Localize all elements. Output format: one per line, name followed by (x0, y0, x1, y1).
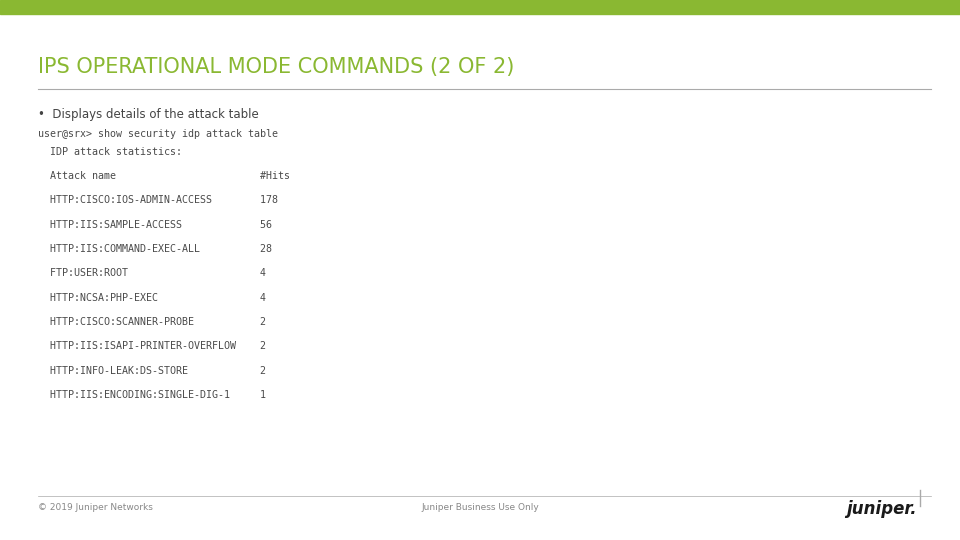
Text: HTTP:NCSA:PHP-EXEC                 4: HTTP:NCSA:PHP-EXEC 4 (38, 293, 266, 303)
Text: HTTP:IIS:SAMPLE-ACCESS             56: HTTP:IIS:SAMPLE-ACCESS 56 (38, 220, 273, 230)
Text: IDP attack statistics:: IDP attack statistics: (38, 147, 182, 157)
Text: •  Displays details of the attack table: • Displays details of the attack table (38, 108, 259, 121)
Text: HTTP:IIS:ENCODING:SINGLE-DIG-1     1: HTTP:IIS:ENCODING:SINGLE-DIG-1 1 (38, 390, 266, 400)
Text: HTTP:IIS:COMMAND-EXEC-ALL          28: HTTP:IIS:COMMAND-EXEC-ALL 28 (38, 244, 273, 254)
Text: HTTP:CISCO:SCANNER-PROBE           2: HTTP:CISCO:SCANNER-PROBE 2 (38, 317, 266, 327)
Text: juniper.: juniper. (846, 500, 917, 517)
Text: FTP:USER:ROOT                      4: FTP:USER:ROOT 4 (38, 268, 266, 279)
Text: IPS OPERATIONAL MODE COMMANDS (2 OF 2): IPS OPERATIONAL MODE COMMANDS (2 OF 2) (38, 57, 515, 77)
Text: HTTP:INFO-LEAK:DS-STORE            2: HTTP:INFO-LEAK:DS-STORE 2 (38, 366, 266, 376)
Text: HTTP:IIS:ISAPI-PRINTER-OVERFLOW    2: HTTP:IIS:ISAPI-PRINTER-OVERFLOW 2 (38, 341, 266, 352)
Text: © 2019 Juniper Networks: © 2019 Juniper Networks (38, 503, 154, 512)
Text: user@srx> show security idp attack table: user@srx> show security idp attack table (38, 129, 278, 139)
Text: Attack name                        #Hits: Attack name #Hits (38, 171, 290, 181)
Text: Juniper Business Use Only: Juniper Business Use Only (421, 503, 539, 512)
Text: HTTP:CISCO:IOS-ADMIN-ACCESS        178: HTTP:CISCO:IOS-ADMIN-ACCESS 178 (38, 195, 278, 206)
